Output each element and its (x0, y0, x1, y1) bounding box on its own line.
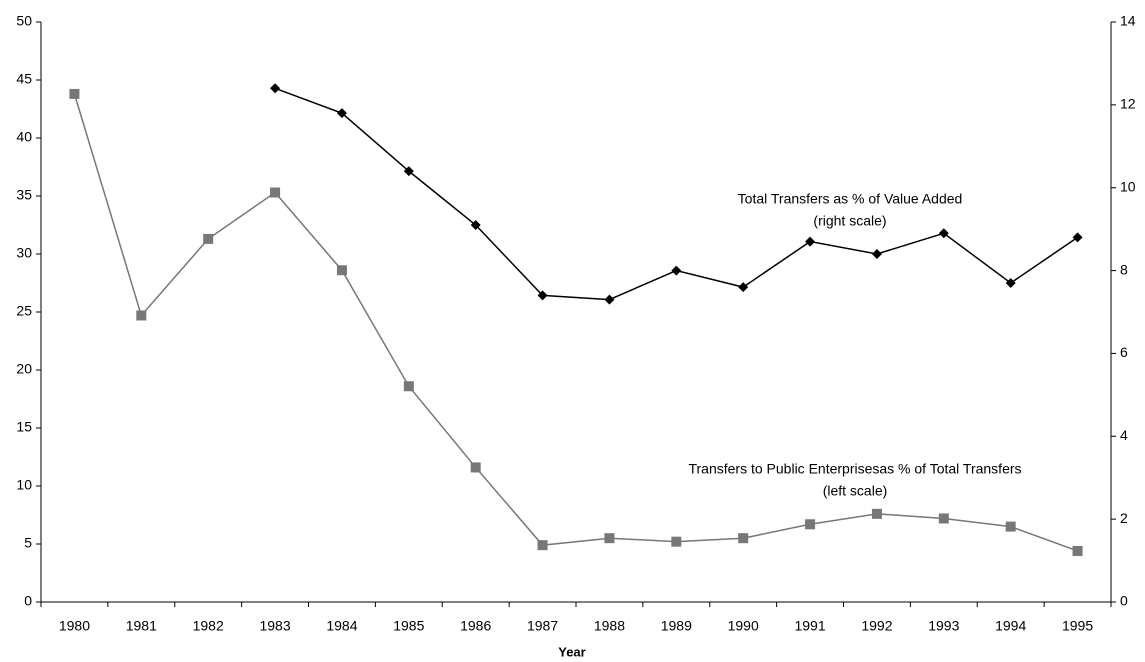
annotation: (left scale) (823, 483, 888, 499)
marker (1072, 232, 1083, 243)
marker (738, 533, 749, 544)
marker (604, 533, 615, 544)
x-tick-label: 1980 (59, 618, 90, 634)
x-tick-label: 1991 (794, 618, 825, 634)
marker (1072, 545, 1083, 556)
annotation: (right scale) (813, 213, 886, 229)
y-tick-label: 0 (24, 593, 32, 609)
marker (403, 166, 414, 177)
y-tick-label: 15 (16, 419, 32, 435)
marker (537, 540, 548, 551)
marker (470, 220, 481, 230)
marker (470, 462, 481, 473)
x-tick-label: 1992 (861, 618, 892, 634)
marker (938, 228, 949, 239)
marker (871, 249, 882, 259)
x-tick-label: 1985 (393, 618, 424, 634)
x-tick-label: 1982 (193, 618, 224, 634)
y-tick-label: 10 (16, 477, 32, 493)
y2-tick-label: 4 (1120, 427, 1128, 443)
series-line (73, 93, 1078, 552)
annotation: Total Transfers as % of Value Added (738, 191, 963, 207)
marker (69, 88, 80, 99)
marker (336, 265, 347, 276)
x-tick-label: 1986 (460, 618, 491, 634)
y2-tick-label: 12 (1120, 96, 1136, 112)
marker (805, 236, 816, 247)
y-tick-label: 35 (16, 187, 32, 203)
x-tick-label: 1987 (527, 618, 558, 634)
y-tick-label: 25 (16, 303, 32, 319)
annotation: Transfers to Public Enterprisesas % of T… (688, 461, 1021, 477)
y-tick-label: 45 (16, 71, 32, 87)
x-tick-label: 1994 (995, 618, 1026, 634)
x-tick-label: 1981 (126, 618, 157, 634)
x-tick-label: 1984 (326, 618, 357, 634)
x-tick-label: 1990 (728, 618, 759, 634)
x-tick-label: 1993 (928, 618, 959, 634)
y2-tick-label: 8 (1120, 261, 1128, 277)
marker (805, 519, 816, 530)
marker (671, 536, 682, 547)
marker (1005, 521, 1016, 532)
marker (270, 83, 281, 94)
y2-tick-label: 0 (1120, 593, 1128, 609)
x-tick-label: 1989 (661, 618, 692, 634)
y-tick-label: 20 (16, 361, 32, 377)
y2-tick-label: 14 (1120, 13, 1136, 29)
x-tick-label: 1983 (259, 618, 290, 634)
y-tick-label: 30 (16, 245, 32, 261)
marker (671, 265, 682, 276)
marker (938, 513, 949, 524)
y2-tick-label: 10 (1120, 178, 1136, 194)
x-axis-label: Year (558, 644, 585, 659)
y2-tick-label: 6 (1120, 344, 1128, 360)
y-tick-label: 5 (24, 535, 32, 551)
x-tick-label: 1995 (1062, 618, 1093, 634)
marker (403, 381, 414, 392)
marker (604, 294, 615, 305)
y-tick-label: 40 (16, 129, 32, 145)
y2-tick-label: 2 (1120, 510, 1128, 526)
marker (270, 187, 281, 198)
x-tick-label: 1988 (594, 618, 625, 634)
marker (1005, 278, 1016, 288)
marker (203, 233, 214, 244)
marker (871, 508, 882, 519)
marker (336, 108, 347, 119)
marker (537, 290, 548, 301)
marker (136, 310, 147, 321)
y-tick-label: 50 (16, 13, 32, 29)
marker (738, 282, 749, 293)
